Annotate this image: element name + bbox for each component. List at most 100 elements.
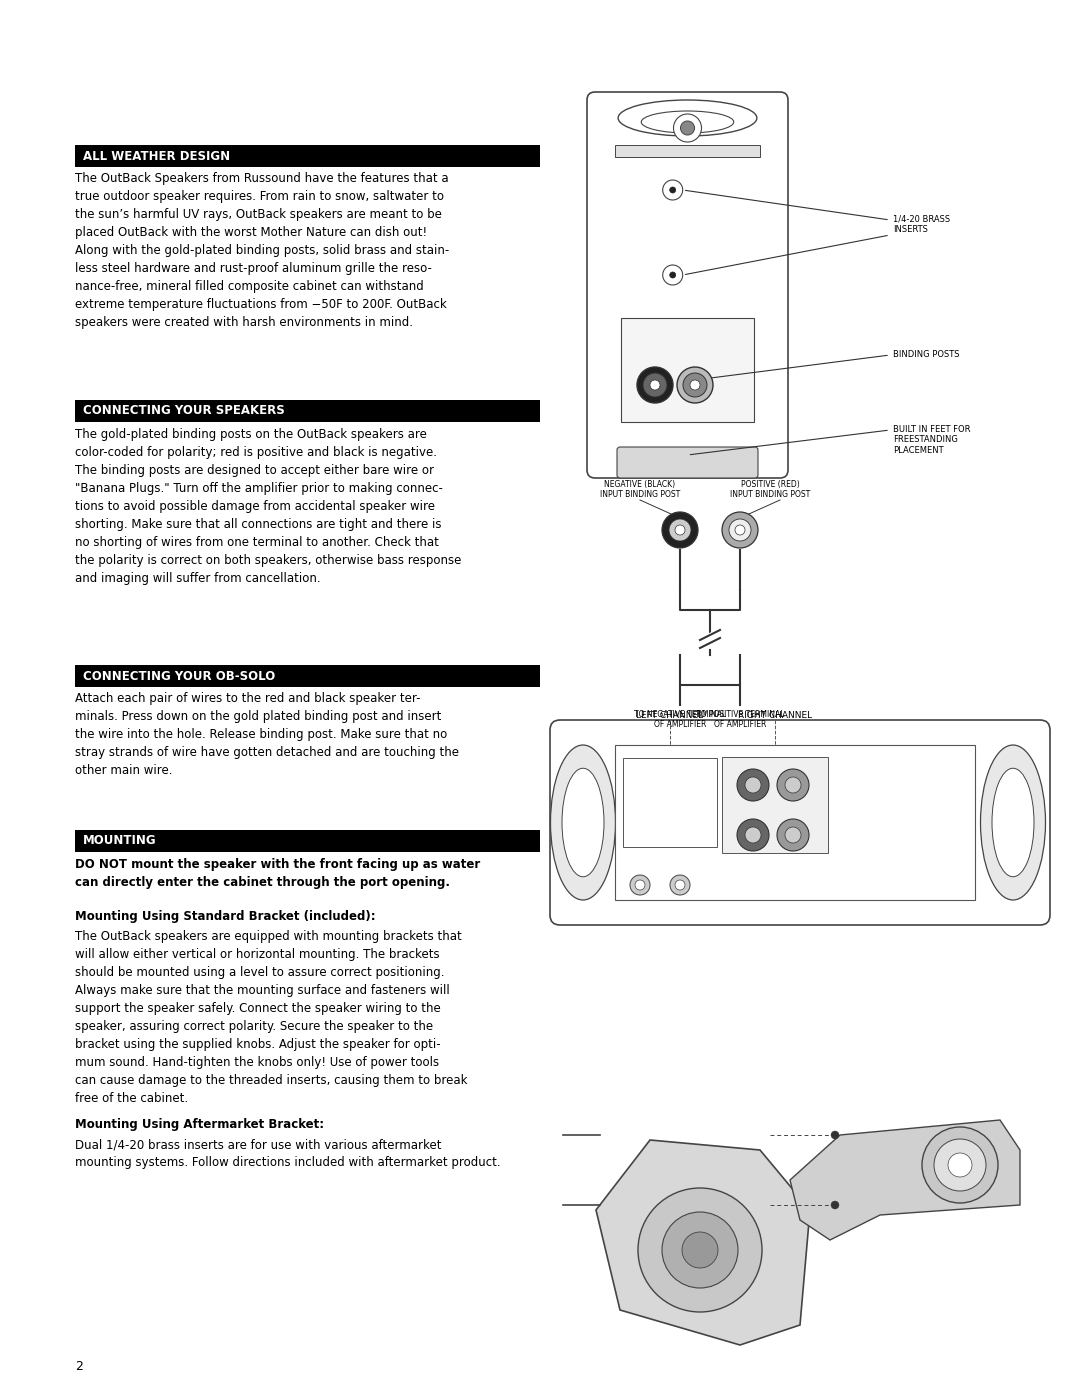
Circle shape <box>831 1201 839 1208</box>
Circle shape <box>670 875 690 895</box>
Circle shape <box>922 1127 998 1203</box>
Circle shape <box>777 819 809 851</box>
Circle shape <box>934 1139 986 1192</box>
Circle shape <box>663 180 683 200</box>
Circle shape <box>729 520 751 541</box>
Text: bracket using the supplied knobs. Adjust the speaker for opti-: bracket using the supplied knobs. Adjust… <box>75 1038 441 1051</box>
Text: color-coded for polarity; red is positive and black is negative.: color-coded for polarity; red is positiv… <box>75 446 437 460</box>
Circle shape <box>638 1187 762 1312</box>
Text: TO POSITIVE TERMINAL
OF AMPLIFIER: TO POSITIVE TERMINAL OF AMPLIFIER <box>696 710 784 729</box>
Circle shape <box>662 1213 738 1288</box>
Polygon shape <box>789 1120 1020 1241</box>
Circle shape <box>785 777 801 793</box>
Circle shape <box>630 875 650 895</box>
Text: minals. Press down on the gold plated binding post and insert: minals. Press down on the gold plated bi… <box>75 710 442 724</box>
Circle shape <box>650 380 660 390</box>
Ellipse shape <box>562 768 604 877</box>
Text: support the speaker safely. Connect the speaker wiring to the: support the speaker safely. Connect the … <box>75 1002 441 1016</box>
Text: CONNECTING YOUR SPEAKERS: CONNECTING YOUR SPEAKERS <box>83 405 285 418</box>
Text: less steel hardware and rust-proof aluminum grille the reso-: less steel hardware and rust-proof alumi… <box>75 263 432 275</box>
Ellipse shape <box>642 110 733 133</box>
Text: The OutBack speakers are equipped with mounting brackets that: The OutBack speakers are equipped with m… <box>75 930 462 943</box>
Circle shape <box>737 819 769 851</box>
Circle shape <box>674 115 702 142</box>
FancyBboxPatch shape <box>550 719 1050 925</box>
Text: BINDING POSTS: BINDING POSTS <box>893 351 959 359</box>
Text: DO NOT mount the speaker with the front facing up as water: DO NOT mount the speaker with the front … <box>75 858 481 870</box>
Text: placed OutBack with the worst Mother Nature can dish out!: placed OutBack with the worst Mother Nat… <box>75 226 427 239</box>
Text: OutBack
OB-Solo

Russound: OutBack OB-Solo Russound <box>657 791 684 813</box>
Circle shape <box>831 1132 839 1139</box>
Text: speakers were created with harsh environments in mind.: speakers were created with harsh environ… <box>75 316 413 330</box>
Circle shape <box>785 827 801 842</box>
FancyBboxPatch shape <box>615 745 975 900</box>
Text: Dual 1/4-20 brass inserts are for use with various aftermarket: Dual 1/4-20 brass inserts are for use wi… <box>75 1139 442 1151</box>
FancyBboxPatch shape <box>623 759 717 847</box>
Circle shape <box>675 525 685 535</box>
Circle shape <box>677 367 713 402</box>
Text: Along with the gold-plated binding posts, solid brass and stain-: Along with the gold-plated binding posts… <box>75 244 449 257</box>
Text: RIGHT CHANNEL: RIGHT CHANNEL <box>738 711 812 719</box>
FancyBboxPatch shape <box>615 145 760 156</box>
Text: NEGATIVE (BLACK)
INPUT BINDING POST: NEGATIVE (BLACK) INPUT BINDING POST <box>599 481 680 499</box>
Circle shape <box>643 373 667 397</box>
Ellipse shape <box>981 745 1045 900</box>
Text: Attach each pair of wires to the red and black speaker ter-: Attach each pair of wires to the red and… <box>75 692 420 705</box>
Text: nance-free, mineral filled composite cabinet can withstand: nance-free, mineral filled composite cab… <box>75 279 423 293</box>
Text: 2: 2 <box>75 1361 83 1373</box>
Circle shape <box>690 380 700 390</box>
Circle shape <box>735 525 745 535</box>
FancyBboxPatch shape <box>723 757 828 854</box>
Text: true outdoor speaker requires. From rain to snow, saltwater to: true outdoor speaker requires. From rain… <box>75 190 444 203</box>
Text: no shorting of wires from one terminal to another. Check that: no shorting of wires from one terminal t… <box>75 536 438 549</box>
Text: The binding posts are designed to accept either bare wire or: The binding posts are designed to accept… <box>75 464 434 476</box>
Text: Mounting Using Aftermarket Bracket:: Mounting Using Aftermarket Bracket: <box>75 1118 324 1132</box>
FancyBboxPatch shape <box>75 830 540 852</box>
Text: TO NEGATIVE TERMINAL
OF AMPLIFIER: TO NEGATIVE TERMINAL OF AMPLIFIER <box>634 710 726 729</box>
Circle shape <box>745 777 761 793</box>
Text: should be mounted using a level to assure correct positioning.: should be mounted using a level to assur… <box>75 965 445 979</box>
Circle shape <box>669 520 691 541</box>
Text: speaker, assuring correct polarity. Secure the speaker to the: speaker, assuring correct polarity. Secu… <box>75 1020 433 1032</box>
Circle shape <box>635 880 645 890</box>
Text: Mounting Using Standard Bracket (included):: Mounting Using Standard Bracket (include… <box>75 909 376 923</box>
Text: CONNECTING YOUR OB-SOLO: CONNECTING YOUR OB-SOLO <box>83 669 275 683</box>
FancyBboxPatch shape <box>75 400 540 422</box>
FancyBboxPatch shape <box>75 145 540 168</box>
Text: extreme temperature fluctuations from −50F to 200F. OutBack: extreme temperature fluctuations from −5… <box>75 298 447 312</box>
Text: other main wire.: other main wire. <box>75 764 173 777</box>
Polygon shape <box>596 1140 810 1345</box>
Text: ALL WEATHER DESIGN: ALL WEATHER DESIGN <box>83 149 230 162</box>
Circle shape <box>723 511 758 548</box>
Circle shape <box>777 768 809 800</box>
Text: OB-SOLO
BINDING POSTS: OB-SOLO BINDING POSTS <box>672 760 748 781</box>
FancyBboxPatch shape <box>588 92 788 478</box>
Circle shape <box>948 1153 972 1178</box>
Ellipse shape <box>993 768 1034 877</box>
Text: free of the cabinet.: free of the cabinet. <box>75 1092 188 1105</box>
Text: "Banana Plugs." Turn off the amplifier prior to making connec-: "Banana Plugs." Turn off the amplifier p… <box>75 482 443 495</box>
Text: the polarity is correct on both speakers, otherwise bass response: the polarity is correct on both speakers… <box>75 555 461 567</box>
Text: shorting. Make sure that all connections are tight and there is: shorting. Make sure that all connections… <box>75 518 442 531</box>
Text: The OutBack Speakers from Russound have the features that a: The OutBack Speakers from Russound have … <box>75 172 448 184</box>
Circle shape <box>737 768 769 800</box>
Circle shape <box>680 122 694 136</box>
Text: stray strands of wire have gotten detached and are touching the: stray strands of wire have gotten detach… <box>75 746 459 759</box>
Text: POSITIVE (RED)
INPUT BINDING POST: POSITIVE (RED) INPUT BINDING POST <box>730 481 810 499</box>
Text: the sun’s harmful UV rays, OutBack speakers are meant to be: the sun’s harmful UV rays, OutBack speak… <box>75 208 442 221</box>
Text: Always make sure that the mounting surface and fasteners will: Always make sure that the mounting surfa… <box>75 983 449 997</box>
Text: mounting systems. Follow directions included with aftermarket product.: mounting systems. Follow directions incl… <box>75 1155 501 1169</box>
Text: the wire into the hole. Release binding post. Make sure that no: the wire into the hole. Release binding … <box>75 728 447 740</box>
Text: 1/4-20 BRASS
INSERTS: 1/4-20 BRASS INSERTS <box>893 215 950 235</box>
Text: and imaging will suffer from cancellation.: and imaging will suffer from cancellatio… <box>75 571 321 585</box>
FancyBboxPatch shape <box>617 447 758 478</box>
Text: mum sound. Hand-tighten the knobs only! Use of power tools: mum sound. Hand-tighten the knobs only! … <box>75 1056 440 1069</box>
Text: MOUNTING: MOUNTING <box>83 834 157 848</box>
FancyBboxPatch shape <box>621 319 754 422</box>
Text: can directly enter the cabinet through the port opening.: can directly enter the cabinet through t… <box>75 876 450 888</box>
Circle shape <box>745 827 761 842</box>
Circle shape <box>670 187 676 193</box>
FancyBboxPatch shape <box>75 665 540 687</box>
Circle shape <box>683 373 707 397</box>
Circle shape <box>663 265 683 285</box>
